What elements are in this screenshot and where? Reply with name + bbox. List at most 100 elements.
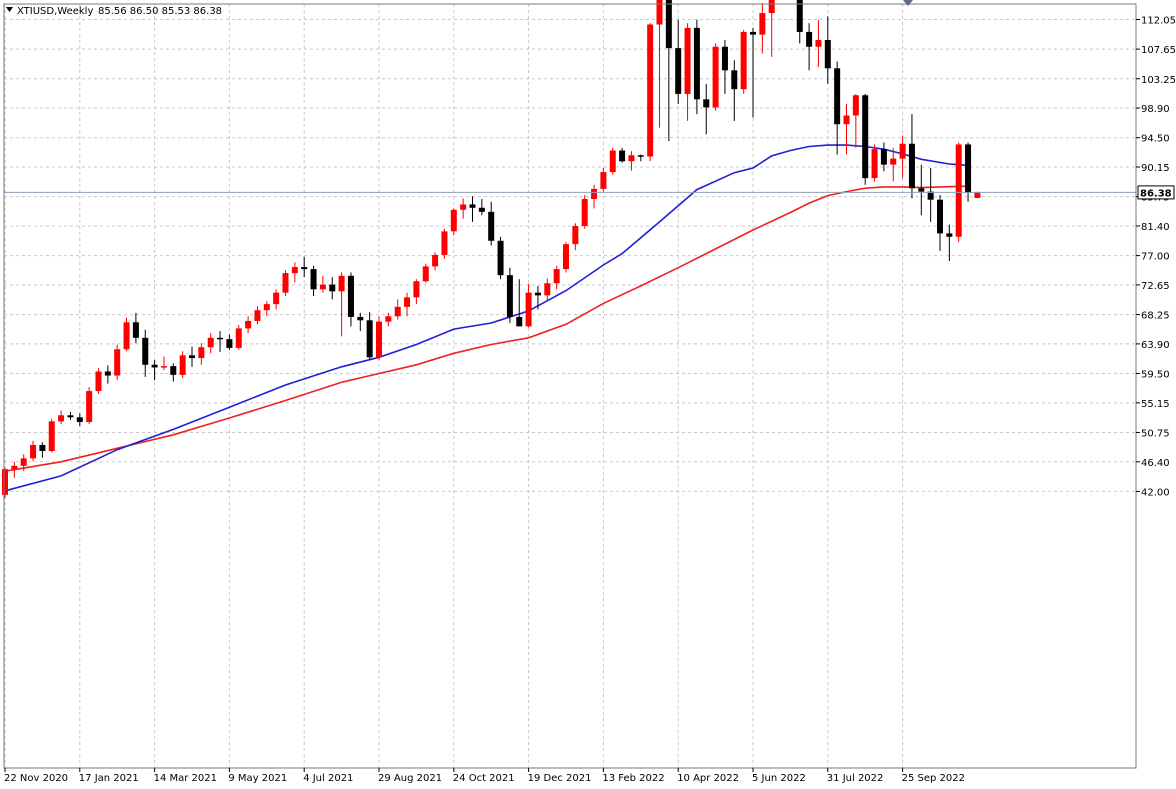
candle-body [469, 204, 476, 208]
time-axis[interactable]: 22 Nov 2020 17 Jan 2021 14 Mar 2021 9 May 2… [4, 768, 965, 784]
moving-averages [4, 144, 969, 492]
candle-body [226, 339, 233, 348]
candle [712, 43, 719, 111]
candle-body [488, 211, 495, 241]
candle [76, 413, 83, 427]
y-tick-label: 98.90 [1141, 104, 1170, 115]
y-tick-label: 59.50 [1141, 370, 1170, 381]
candle-body [665, 0, 672, 49]
candle-body [413, 281, 420, 298]
candle-body [263, 304, 270, 311]
candle-body [600, 172, 607, 189]
candle-body [104, 371, 111, 376]
candle [245, 316, 252, 334]
moving-average-fast [4, 144, 969, 492]
candle-body [441, 231, 448, 255]
candle-body [862, 95, 869, 179]
candle [394, 299, 401, 320]
candle-body [731, 70, 738, 90]
candle-body [955, 144, 962, 237]
candle [460, 198, 467, 219]
candle-body [544, 283, 551, 296]
y-tick-label: 90.15 [1141, 163, 1170, 174]
candle-body [721, 46, 728, 71]
candle-body [422, 266, 429, 282]
candle [506, 267, 513, 323]
y-tick-label: 55.15 [1141, 399, 1170, 410]
candle [553, 265, 560, 290]
candle [656, 0, 663, 128]
candle [890, 147, 897, 182]
candle-body [132, 322, 139, 338]
candle [11, 461, 18, 478]
candle-body [58, 415, 65, 422]
candle-body [497, 240, 504, 276]
candle [591, 184, 598, 209]
candle [796, 0, 803, 44]
candle [2, 467, 8, 499]
candle [104, 365, 111, 384]
candle [544, 278, 551, 301]
candle [48, 418, 55, 453]
candle-body [871, 149, 878, 179]
candle [525, 283, 532, 328]
candle-body [347, 275, 354, 317]
candle [413, 279, 420, 305]
candle [432, 252, 439, 271]
candle-body [357, 316, 364, 321]
candle [918, 164, 925, 216]
candle [235, 325, 242, 350]
candle-body [254, 310, 261, 321]
candle-body [768, 0, 775, 14]
candle [160, 356, 167, 371]
candle-body [450, 209, 457, 232]
candle-body [189, 355, 195, 359]
candle [39, 442, 46, 458]
candle-body [301, 267, 308, 270]
y-tick-label: 46.40 [1141, 458, 1170, 469]
candle [759, 2, 766, 54]
candle-body [2, 469, 8, 495]
ohlc-readout: 85.56 86.50 85.53 86.38 [98, 6, 222, 17]
candle-body [160, 366, 167, 368]
candle-body [245, 320, 252, 329]
candle-body [563, 244, 569, 270]
candle-body [310, 269, 317, 290]
candle [357, 312, 364, 332]
candle [30, 440, 37, 462]
candle [254, 306, 261, 325]
y-tick-label: 77.00 [1141, 252, 1170, 263]
candle [693, 19, 700, 115]
candle [927, 168, 934, 222]
candle [815, 19, 822, 67]
candle-body [20, 458, 27, 466]
candle-body [843, 115, 850, 125]
x-tick-label: 25 Sep 2022 [902, 773, 965, 784]
candle-body [572, 225, 579, 245]
candle [908, 114, 915, 199]
candle [385, 312, 392, 327]
candle [226, 334, 233, 350]
x-tick-label: 31 Jul 2022 [827, 773, 884, 784]
candle [347, 272, 354, 327]
candle [609, 147, 616, 175]
scroll-marker-icon[interactable] [903, 0, 913, 6]
chevron-down-icon[interactable] [6, 7, 13, 12]
candle [189, 346, 195, 367]
candle [20, 454, 27, 472]
candle-body [899, 143, 906, 159]
candle [404, 292, 411, 317]
x-tick-label: 29 Aug 2021 [378, 773, 442, 784]
candle-body [506, 275, 513, 317]
candle [834, 61, 841, 155]
candle-body [880, 149, 887, 165]
y-tick-label: 107.65 [1141, 45, 1176, 56]
y-tick-label: 68.25 [1141, 311, 1170, 322]
candle-body [366, 320, 373, 358]
candle-body [937, 199, 943, 234]
price-axis[interactable]: 133.90129.55125.15120.80116.40112.05107.… [1136, 0, 1176, 498]
candle-body [235, 328, 242, 348]
candle-body [170, 366, 177, 375]
symbol-title: XTIUSD,Weekly [17, 6, 93, 17]
